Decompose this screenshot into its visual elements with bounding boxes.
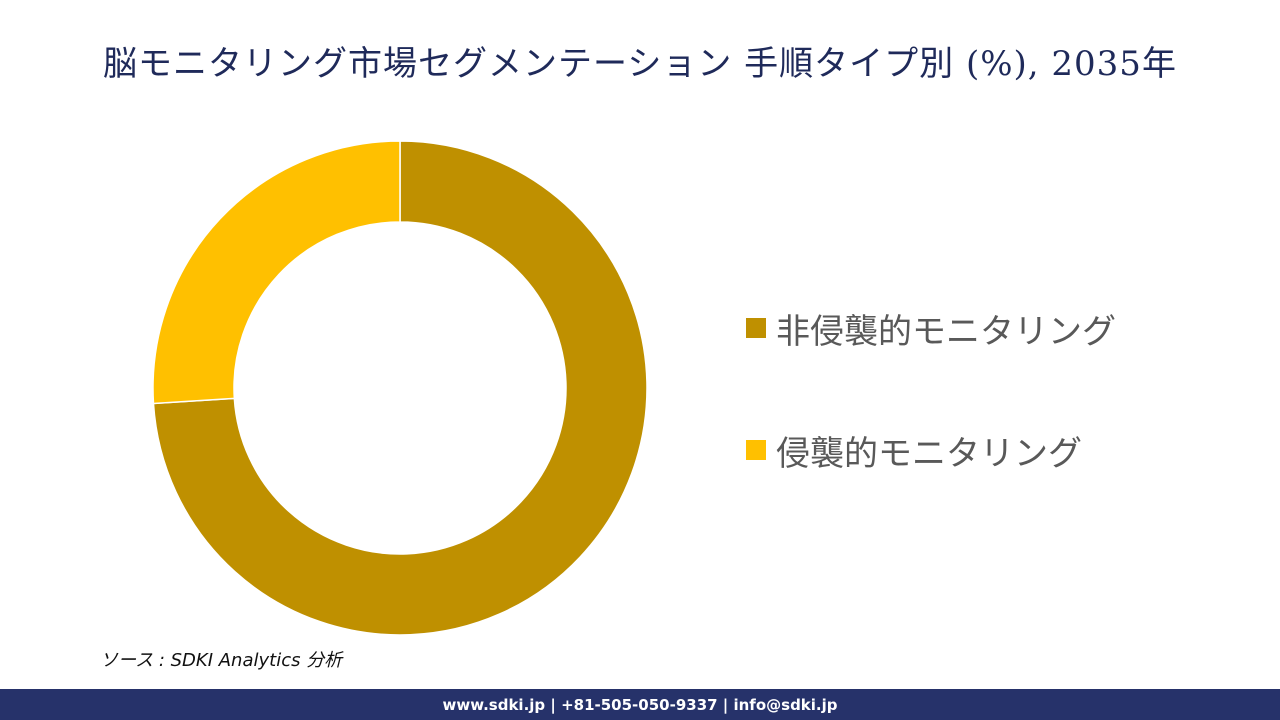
legend-swatch-non-invasive	[746, 318, 766, 338]
source-note: ソース : SDKI Analytics 分析	[100, 650, 343, 671]
donut-slice-invasive	[152, 140, 401, 405]
legend-label-non-invasive: 非侵襲的モニタリング	[776, 311, 1116, 352]
legend-item-non-invasive: 非侵襲的モニタリング	[746, 300, 1116, 356]
donut-slice-non-invasive	[152, 140, 648, 636]
chart-title: 脳モニタリング市場セグメンテーション 手順タイプ別 (%), 2035年	[103, 44, 1177, 84]
footer-contact: www.sdki.jp | +81-505-050-9337 | info@sd…	[442, 695, 838, 714]
legend-label-invasive: 侵襲的モニタリング	[776, 433, 1082, 474]
chart-legend: 非侵襲的モニタリング 侵襲的モニタリング	[746, 300, 1116, 544]
legend-item-invasive: 侵襲的モニタリング	[746, 422, 1116, 478]
footer-bar: www.sdki.jp | +81-505-050-9337 | info@sd…	[0, 689, 1280, 720]
legend-swatch-invasive	[746, 440, 766, 460]
